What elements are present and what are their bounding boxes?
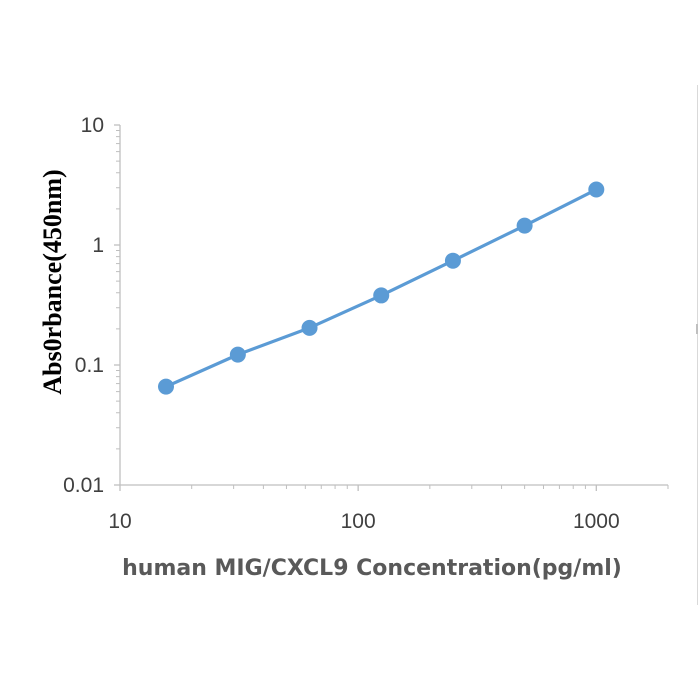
- x-tick-label: 100: [341, 510, 376, 533]
- y-tick-label: 10: [81, 114, 104, 137]
- data-point: [588, 181, 605, 198]
- tick-labels: 0.01 0.1 1 10 10 100 1000: [63, 114, 620, 533]
- y-tick-label: 0.01: [63, 474, 104, 497]
- y-tick-label: 0.1: [75, 354, 104, 377]
- right-edge-divider: [697, 85, 698, 605]
- y-tick-label: 1: [92, 234, 104, 257]
- x-tick-label: 10: [108, 510, 131, 533]
- data-point: [301, 319, 318, 336]
- right-edge-mark: [696, 324, 698, 334]
- axes: [114, 124, 669, 491]
- plot-area: [157, 181, 605, 395]
- data-point: [444, 252, 461, 269]
- data-point: [373, 287, 390, 304]
- data-point: [516, 217, 533, 234]
- data-point: [157, 378, 174, 395]
- x-axis-label: human MIG/CXCL9 Concentration(pg/ml): [122, 556, 622, 581]
- data-point: [229, 346, 246, 363]
- x-tick-label: 1000: [573, 510, 620, 533]
- y-axis-label: Abs0rbance(450nm): [38, 169, 67, 394]
